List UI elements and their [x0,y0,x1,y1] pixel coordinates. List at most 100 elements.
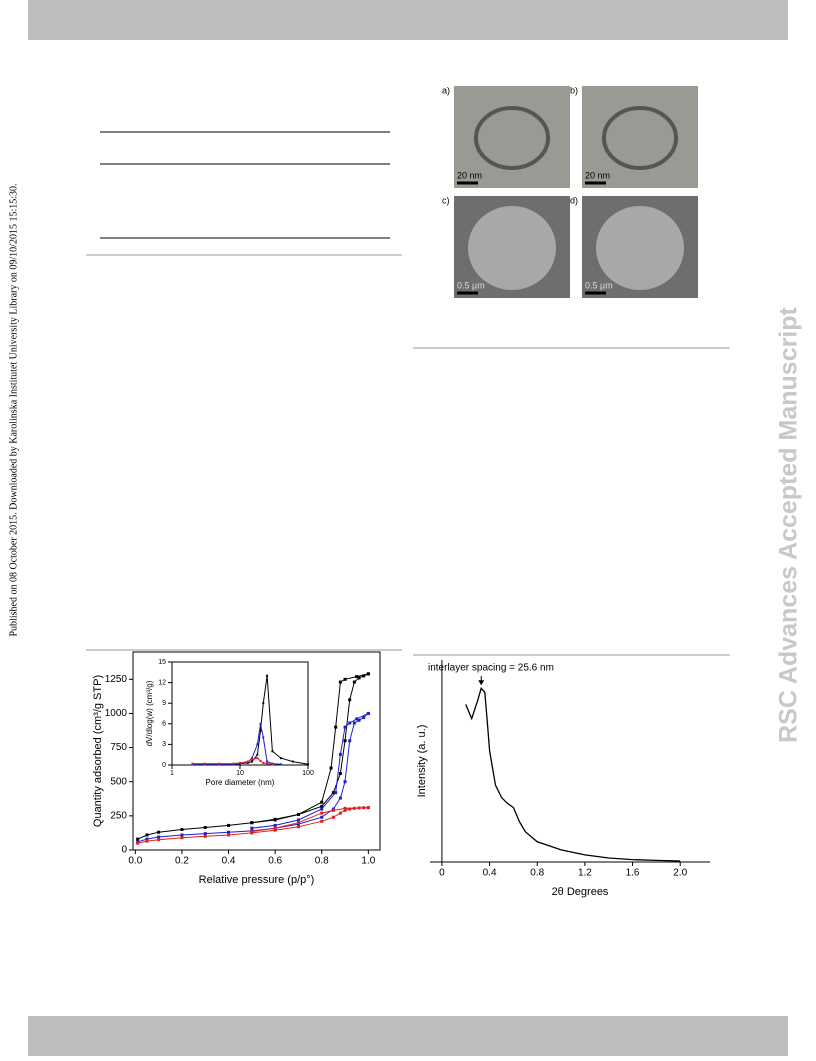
data-point [307,763,309,766]
data-point [352,721,356,725]
x-tick-label: 1.6 [626,868,640,879]
data-point [338,796,342,800]
data-point [239,761,241,764]
data-point [296,821,300,825]
image-label: a) [442,85,450,95]
chart: 1 10 100 0 3 6 9 12 15 Pore diameter (nm) dV/dlog(… [145,659,314,787]
table-rules [100,131,390,239]
data-point [279,763,282,766]
data-point [357,676,361,680]
data-point [227,830,231,834]
data-point [348,698,352,702]
y-axis-label: Quantity adsorbed (cm³/g STP) [92,675,104,827]
x-tick-label: 2.0 [673,868,687,879]
micrograph-feature [602,106,678,170]
sidebar: Published on 08 October 2015. Downloaded… [8,184,19,637]
scale-label: 20 nm [585,170,610,180]
x-tick-label: 0.2 [175,856,189,867]
x-tick-label: 1.2 [578,868,592,879]
x-tick-label: 0.6 [268,856,282,867]
data-point [180,833,184,837]
data-point [259,729,262,732]
chart: 0 0.4 0.8 1.2 1.6 2.0 2θ Degrees Intensity (a. … [415,660,715,905]
data-point [145,839,149,843]
data-point [320,800,324,804]
data-point [191,762,194,765]
data-point [338,772,342,776]
data-point [271,763,274,766]
data-point [291,760,294,763]
data-point [250,757,253,760]
data-point [203,832,207,836]
data-point [203,762,206,765]
micrograph-feature [596,206,684,290]
data-point [320,804,324,808]
y-tick-label: 0 [162,762,166,769]
plot-background [415,660,715,905]
series-line [465,686,681,862]
y-tick-label: 12 [158,679,166,686]
data-point [227,833,231,837]
micrograph-feature [474,106,550,170]
data-point [246,760,249,763]
y-tick-label: 15 [158,659,166,666]
data-point [366,672,370,676]
x-tick-label: 0 [439,868,445,879]
data-point [262,736,265,739]
x-tick-label: 0.8 [315,856,329,867]
y-tick-label: 9 [162,700,166,707]
data-point [366,711,370,715]
footer-band [28,1016,788,1056]
data-point [145,837,149,841]
data-point [343,725,347,729]
data-point [343,780,347,784]
data-point [266,762,269,765]
plot-frame [132,651,381,851]
data-point [273,818,277,822]
x-tick-label: 1.0 [361,856,375,867]
y-axis-label: Intensity (a. u.) [416,725,428,798]
y-tick-label: 3 [162,741,166,748]
data-point [355,717,359,721]
data-point [348,721,352,725]
scale-label: 0.5 µm [585,280,613,290]
data-point [343,806,347,810]
data-point [348,739,352,743]
y-tick-label: 6 [162,721,166,728]
data-point [157,838,161,842]
data-point [366,806,370,810]
data-point [271,750,274,753]
data-point [273,828,277,832]
chart: 0.0 0.2 0.4 0.6 0.8 1.0025050075010001250Rela… [92,651,381,886]
series-line [251,673,369,824]
data-point [256,753,259,756]
image-label: b) [570,85,578,95]
data-point [320,807,324,811]
data-point [320,819,324,823]
x-tick-label: 0.0 [128,856,142,867]
scale-label: 0.5 µm [457,280,485,290]
data-point [259,722,262,725]
annotation: interlayer spacing = 25.6 nm [428,663,554,674]
y-axis-label: dV/dlog(w) (cm³/g) [145,680,154,746]
y-tick-label: 0 [121,845,127,856]
data-point [262,702,265,705]
x-tick-label: 10 [236,770,244,777]
scale-label: 20 nm [457,170,482,180]
data-point [266,674,269,677]
x-tick-label: 0.4 [222,856,236,867]
micrograph [454,86,570,188]
x-tick-label: 100 [302,770,314,777]
data-point [266,760,269,763]
data-point [331,791,335,795]
column-rules [86,254,730,656]
image-label: d) [570,195,578,205]
data-point [259,759,262,762]
inset-background [172,662,308,765]
data-point [262,761,265,764]
data-point [338,752,342,756]
data-point [362,674,366,678]
data-point [218,762,221,765]
data-point [250,760,253,763]
data-point [343,808,347,812]
